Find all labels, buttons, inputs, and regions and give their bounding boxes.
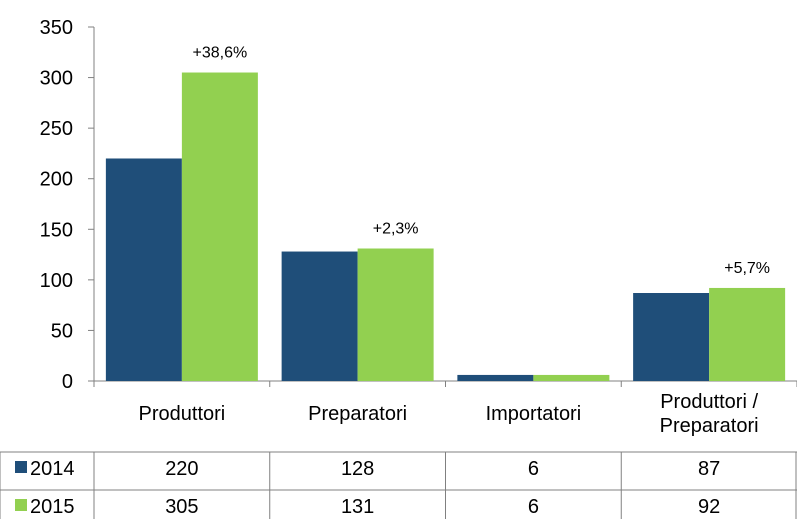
legend-swatch-2015 xyxy=(15,499,27,511)
bar-annotation: +2,3% xyxy=(373,221,419,238)
bar-2015-2 xyxy=(533,374,610,381)
bar-annotation: +38,6% xyxy=(193,45,248,62)
table-cell: 6 xyxy=(528,496,539,518)
y-tick-label: 250 xyxy=(40,118,73,140)
table-cell: 131 xyxy=(341,496,374,518)
bar-annotation: +5,7% xyxy=(724,260,770,277)
bar-2014-3 xyxy=(633,293,710,381)
category-label: Produttori xyxy=(139,403,226,425)
category-label: Importatori xyxy=(486,403,582,425)
bar-2015-3 xyxy=(709,287,786,381)
bar-2015-0 xyxy=(181,72,258,381)
bar-2014-0 xyxy=(105,158,182,381)
y-tick-label: 200 xyxy=(40,169,73,191)
y-tick-label: 0 xyxy=(62,371,73,393)
y-tick-label: 100 xyxy=(40,270,73,292)
category-label: Preparatori xyxy=(660,415,759,437)
table-cell: 87 xyxy=(698,458,720,480)
bar-2014-2 xyxy=(457,374,534,381)
table-cell: 305 xyxy=(165,496,198,518)
legend-label: 2014 xyxy=(30,458,75,480)
category-label: Preparatori xyxy=(308,403,407,425)
y-tick-label: 300 xyxy=(40,68,73,90)
bar-2014-1 xyxy=(281,251,358,381)
legend-label: 2015 xyxy=(30,496,75,518)
y-tick-label: 150 xyxy=(40,219,73,241)
table-cell: 6 xyxy=(528,458,539,480)
bar-2015-1 xyxy=(357,248,434,381)
table-cell: 128 xyxy=(341,458,374,480)
legend-swatch-2014 xyxy=(15,461,27,473)
category-label: Produttori / xyxy=(660,391,758,413)
table-cell: 220 xyxy=(165,458,198,480)
table-cell: 92 xyxy=(698,496,720,518)
y-tick-label: 50 xyxy=(51,320,73,342)
y-tick-label: 350 xyxy=(40,17,73,39)
